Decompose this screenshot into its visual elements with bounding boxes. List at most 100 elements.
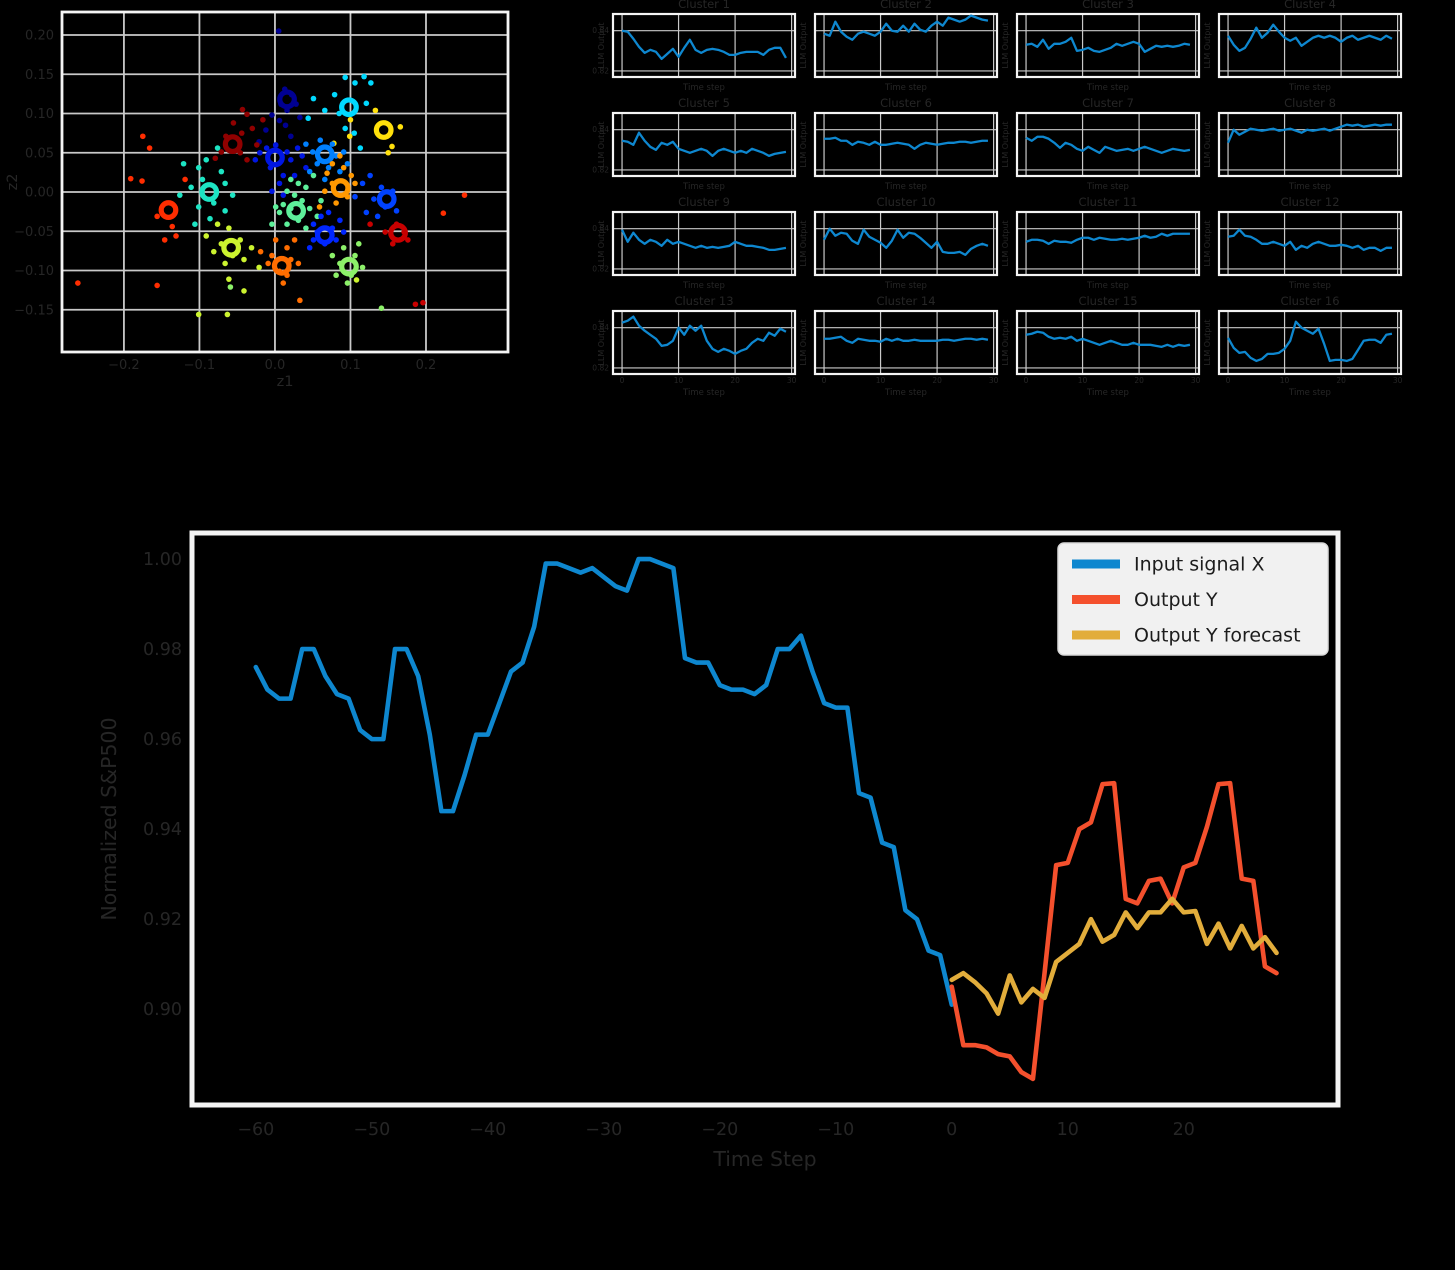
data-point	[310, 221, 317, 227]
data-point	[154, 213, 160, 220]
data-point	[248, 244, 255, 251]
plot-border	[1015, 309, 1201, 376]
subplot-title: Cluster 7	[1082, 96, 1134, 110]
data-point	[280, 201, 287, 208]
scatter-cluster-13	[306, 209, 347, 251]
llm-output-line	[621, 131, 787, 158]
data-point	[344, 160, 351, 167]
y-axis-label: LLM Output	[1001, 22, 1010, 68]
data-point	[207, 215, 213, 222]
data-point	[276, 180, 283, 187]
subplot-title: Cluster 8	[1284, 96, 1336, 110]
y-axis-label: LLM Output	[799, 319, 808, 365]
data-point	[265, 260, 271, 267]
data-point	[299, 153, 305, 159]
data-point	[359, 264, 366, 271]
y-axis-label: LLM Output	[799, 22, 808, 68]
plot-border	[611, 111, 797, 178]
data-point	[230, 120, 237, 126]
x-tick-label: 30	[989, 376, 999, 385]
cluster-center-marker	[199, 182, 220, 202]
data-point	[244, 111, 250, 118]
data-point	[305, 115, 311, 122]
data-point	[337, 217, 343, 224]
y-tick-label: 0.96	[143, 730, 182, 750]
data-point	[272, 142, 279, 148]
subplot-title: Cluster 9	[678, 195, 730, 209]
data-point	[272, 237, 279, 243]
data-point	[309, 149, 316, 155]
data-point	[340, 229, 347, 235]
cluster-center-marker	[376, 189, 397, 209]
y-tick-label: 1.00	[143, 550, 182, 570]
data-point	[321, 176, 328, 183]
data-point	[182, 176, 188, 183]
y-tick-label: 0.94	[143, 820, 182, 840]
series-line-1	[253, 556, 955, 1007]
x-tick-label: −60	[237, 1120, 274, 1140]
data-point	[203, 157, 210, 163]
series-line-3	[949, 896, 1279, 1016]
llm-output-line	[1025, 36, 1191, 53]
data-point	[303, 164, 309, 171]
scatter-plot: −0.2 −0.1 0.0 0.1 0.2 0.20 0.15 0.10 0.05 0.00 −0.…	[5, 10, 510, 390]
scatter-cluster-12	[367, 221, 426, 308]
data-point	[140, 133, 146, 140]
x-axis-label: Time step	[884, 281, 927, 291]
llm-output-line	[1226, 123, 1392, 144]
data-point	[314, 160, 321, 167]
data-point	[222, 208, 228, 214]
x-axis-label: Time step	[682, 182, 725, 192]
data-point	[347, 116, 354, 123]
data-point	[342, 74, 348, 81]
data-point	[321, 107, 328, 114]
data-point	[352, 180, 358, 187]
data-point	[303, 225, 309, 231]
scatter-cluster-16	[227, 241, 385, 311]
cluster-subplot-9: Cluster 9 LLM Output Time step 0.84 0.82	[592, 195, 797, 291]
plot-border	[813, 12, 999, 79]
data-point	[229, 192, 236, 198]
data-point	[254, 142, 260, 148]
y-tick-label: 0.82	[592, 264, 609, 273]
data-point	[195, 164, 202, 171]
data-point	[239, 106, 246, 113]
cluster-subplot-3: Cluster 3 LLM Output Time step	[1001, 0, 1201, 93]
data-point	[244, 157, 250, 163]
data-point	[252, 157, 259, 163]
data-point	[280, 192, 287, 198]
x-axis-label: Time step	[1288, 281, 1331, 291]
cluster-subplot-2: Cluster 2 LLM Output Time step	[799, 0, 999, 93]
x-tick-label: −40	[469, 1120, 506, 1140]
x-tick-label: 0	[620, 376, 625, 385]
data-point	[337, 153, 343, 159]
data-point	[291, 192, 298, 198]
scatter-cluster-6	[303, 137, 351, 183]
data-point	[389, 241, 396, 247]
cluster-center-marker	[286, 200, 307, 221]
data-point	[361, 73, 367, 80]
data-point	[173, 233, 179, 239]
data-point	[192, 221, 198, 227]
scatter-cluster-1	[256, 28, 303, 149]
x-axis-label: Time step	[682, 281, 725, 291]
data-point	[329, 141, 336, 147]
data-point	[385, 149, 392, 156]
y-axis-label: LLM Output	[1203, 121, 1212, 167]
data-point	[346, 133, 353, 140]
data-point	[367, 172, 373, 179]
scatter-cluster-10	[352, 172, 400, 220]
y-tick-label: −0.05	[14, 225, 54, 240]
data-point	[75, 280, 81, 286]
data-point	[303, 184, 309, 191]
data-point	[355, 241, 362, 247]
data-point	[324, 170, 330, 176]
x-tick-label: 10	[674, 376, 684, 385]
plot-border	[60, 10, 510, 354]
subplot-title: Cluster 2	[880, 0, 932, 11]
cluster-subplot-1: Cluster 1 LLM Output Time step 0.84 0.82	[592, 0, 797, 93]
y-tick-label: 0.82	[592, 165, 609, 174]
plot-border	[813, 111, 999, 178]
data-point	[420, 299, 426, 306]
